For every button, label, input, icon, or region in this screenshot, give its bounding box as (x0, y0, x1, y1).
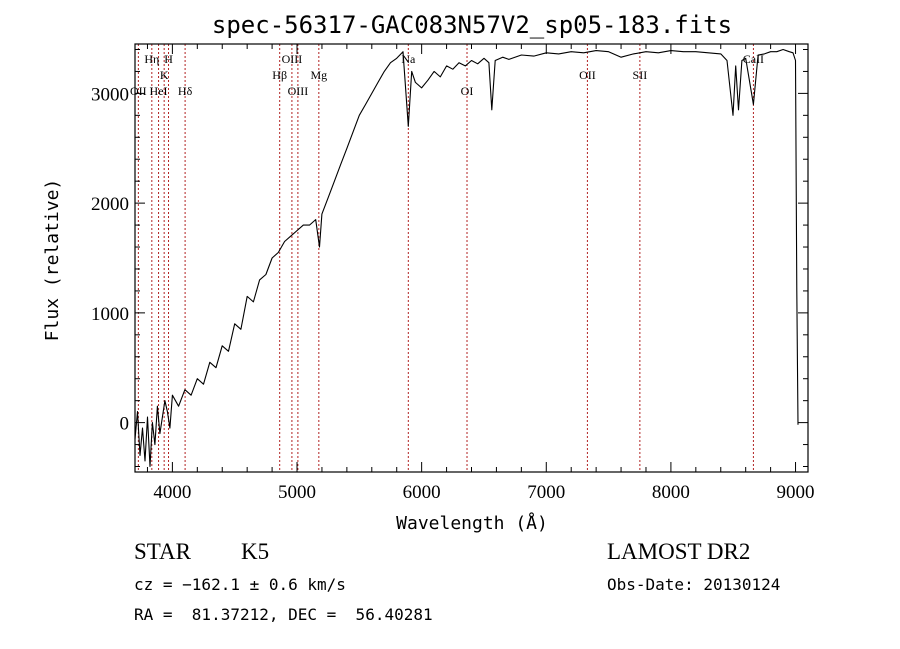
y-tick-label: 0 (120, 414, 130, 435)
x-tick-label: 4000 (153, 482, 191, 503)
line-label: OII (579, 68, 596, 82)
line-label: OI (461, 84, 474, 98)
x-axis-label: Wavelength (Å) (396, 512, 548, 534)
line-label: OII (130, 84, 147, 98)
line-label: Hβ (272, 68, 287, 82)
object-class: STAR (134, 539, 191, 564)
line-label: OIII (288, 84, 309, 98)
y-tick-label: 2000 (91, 194, 129, 215)
plot-frame (134, 43, 809, 473)
survey-name: LAMOST DR2 (607, 539, 751, 564)
x-tick-label: 8000 (652, 482, 690, 503)
y-tick-label: 3000 (91, 84, 129, 105)
redshift-cz: cz = −162.1 ± 0.6 km/s (134, 575, 346, 594)
line-label: CaII (743, 52, 764, 66)
object-subclass: K5 (241, 539, 270, 564)
chart-title: spec-56317-GAC083N57V2_sp05-183.fits (212, 11, 732, 39)
y-tick-label: 1000 (91, 304, 129, 325)
flux-series (134, 48, 799, 468)
line-label: Mg (310, 68, 327, 82)
axis-ticks (135, 44, 808, 472)
coordinates: RA = 81.37212, DEC = 56.40281 (134, 605, 433, 624)
line-label: H (164, 52, 173, 66)
line-label: HeI (150, 84, 168, 98)
x-tick-label: 9000 (777, 482, 815, 503)
x-tick-label: 5000 (278, 482, 316, 503)
line-label: SII (633, 68, 648, 82)
obs-date: Obs-Date: 20130124 (607, 575, 781, 594)
line-label: K (160, 68, 169, 82)
x-tick-label: 6000 (403, 482, 441, 503)
line-label: Na (401, 52, 416, 66)
y-axis-label: Flux (relative) (42, 179, 63, 342)
spectral-line-markers (137, 44, 754, 472)
line-label: OIII (282, 52, 303, 66)
line-label: Hη (144, 52, 159, 66)
tick-labels: 4000 5000 6000 7000 8000 9000 0 1000 2000 3000 (91, 84, 815, 503)
x-tick-label: 7000 (527, 482, 565, 503)
flux-line (134, 48, 799, 468)
line-label: Hδ (178, 84, 193, 98)
